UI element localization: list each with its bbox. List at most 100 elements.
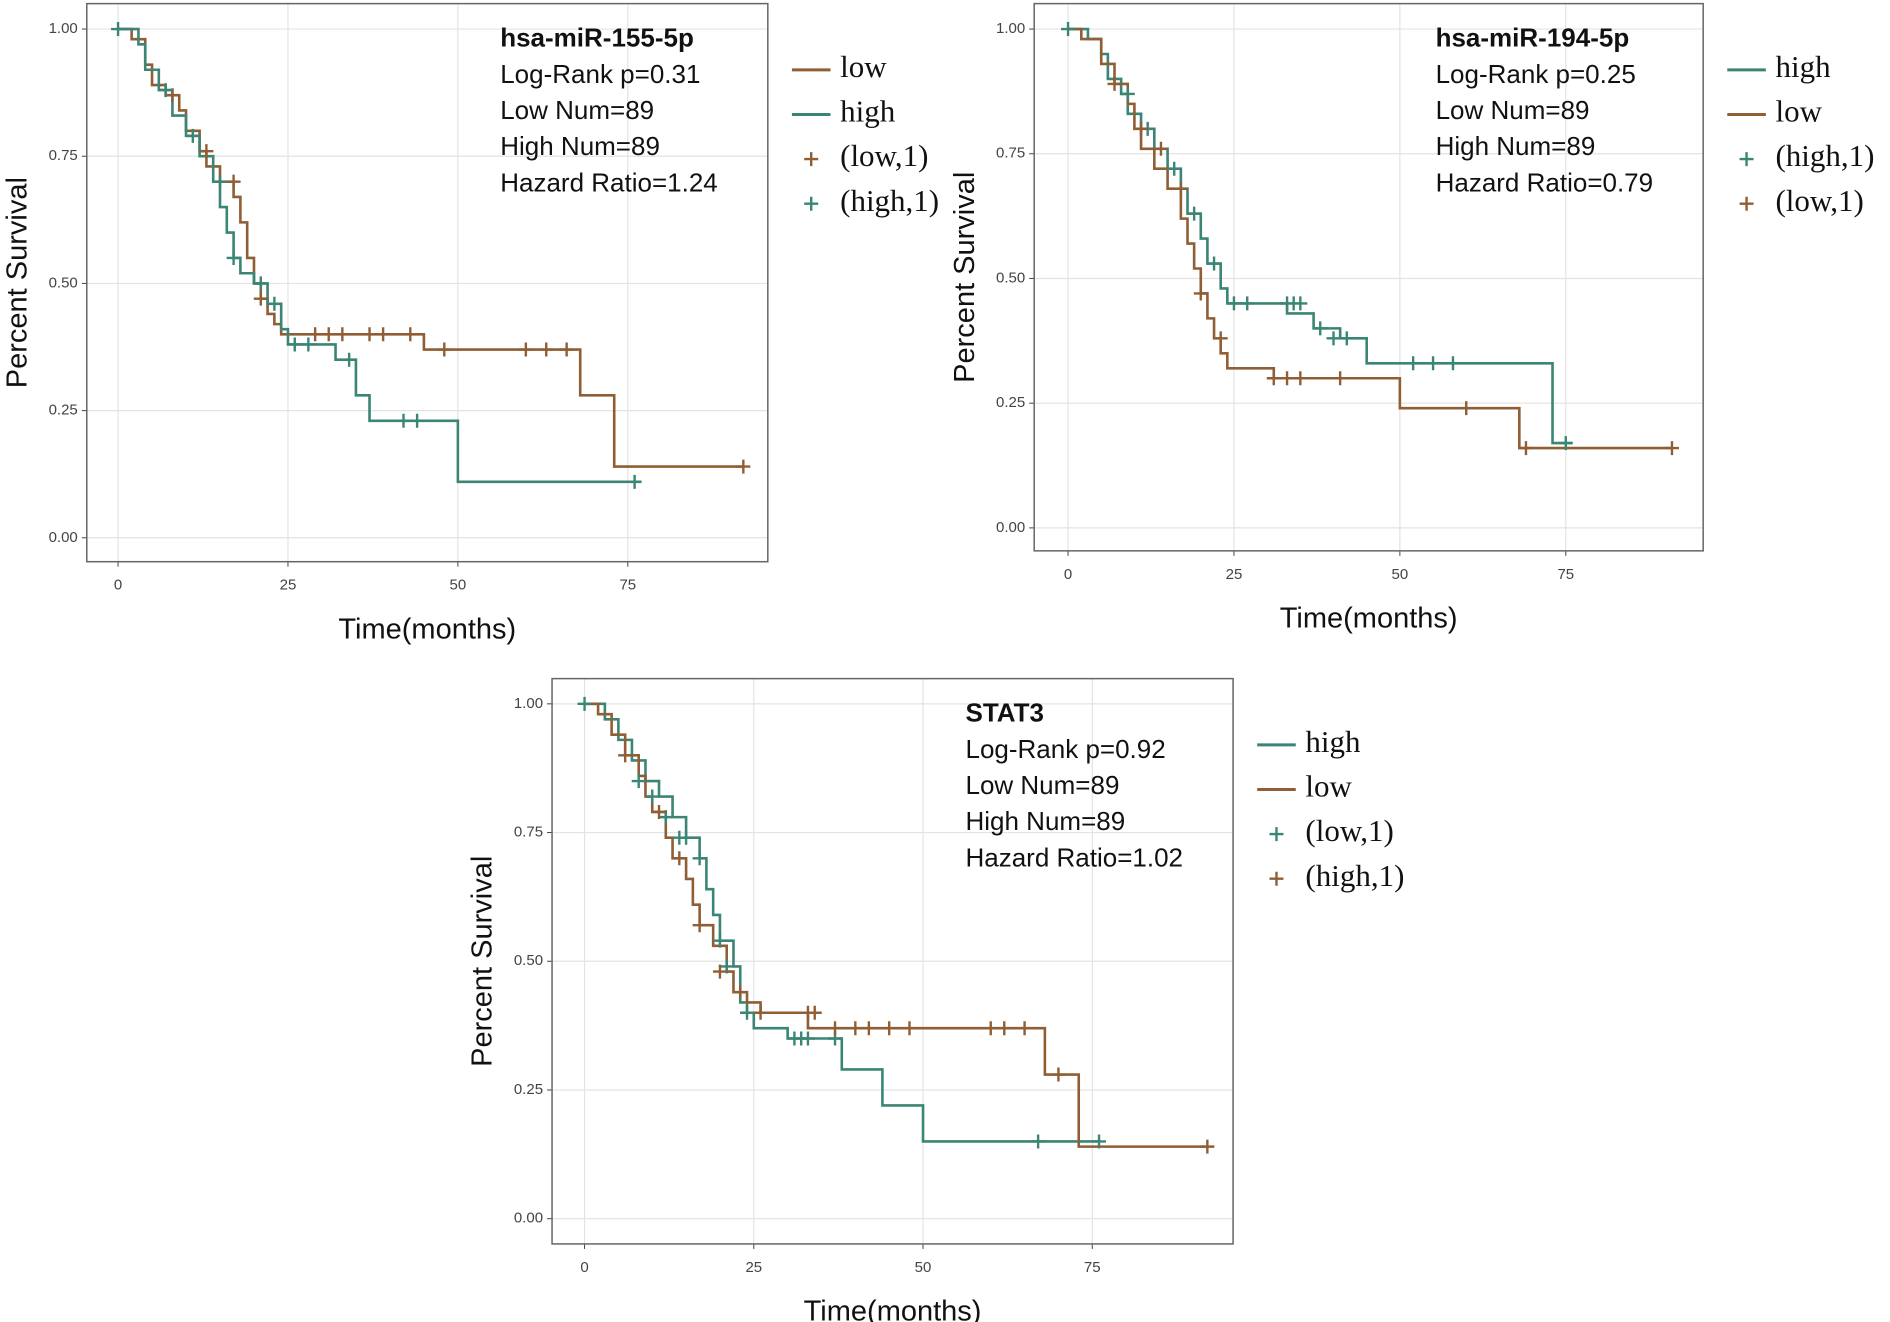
annotation: High Num=89 (965, 806, 1125, 836)
censor-mark (1017, 1021, 1032, 1036)
censor-mark (1664, 441, 1679, 456)
x-tick-label: 75 (619, 577, 636, 594)
censor-mark (213, 174, 228, 189)
censor-mark (848, 1021, 863, 1036)
annotation: Low Num=89 (500, 95, 654, 125)
censor-mark (253, 276, 268, 291)
censor-mark (111, 22, 126, 37)
x-tick-label: 0 (1064, 566, 1072, 583)
y-tick-label: 0.00 (49, 529, 78, 546)
legend-label: (low,1) (1775, 183, 1863, 218)
censor-mark (1280, 371, 1295, 386)
censor-mark (158, 83, 173, 98)
censor-mark (1266, 371, 1281, 386)
y-tick-label: 0.25 (49, 402, 78, 419)
annotation: High Num=89 (500, 131, 660, 161)
annotation: High Num=89 (1436, 131, 1596, 161)
plot-frame (1033, 2, 1704, 552)
censor-mark (861, 1021, 876, 1036)
censor-mark (645, 789, 660, 804)
x-tick-label: 25 (1226, 566, 1243, 583)
chart-title: hsa-miR-155-5p (500, 23, 694, 53)
y-tick-label: 0.25 (996, 394, 1025, 411)
x-tick-label: 0 (114, 577, 122, 594)
censor-mark (335, 327, 350, 342)
plot-frame (551, 677, 1234, 1245)
censor-mark (321, 327, 336, 342)
legend-swatch (1739, 152, 1754, 167)
annotation: Log-Rank p=0.92 (965, 734, 1165, 764)
censor-mark (1558, 436, 1573, 451)
censor-mark (1134, 121, 1149, 136)
legend-label: (high,1) (840, 183, 939, 218)
legend-swatch (1739, 196, 1754, 211)
chart-panel: 0.00 0.25 0.50 0.75 1.00 0 25 50 75 low high (low,1… (1, 2, 939, 645)
x-tick-label: 50 (1392, 566, 1409, 583)
censor-mark (692, 851, 707, 866)
x-tick-label: 75 (1557, 566, 1574, 583)
legend-swatch (804, 196, 819, 211)
x-tick-label: 25 (745, 1259, 762, 1276)
censor-mark (882, 1021, 897, 1036)
x-tick-label: 0 (580, 1259, 588, 1276)
annotation: Log-Rank p=0.31 (500, 59, 700, 89)
censor-mark (1213, 331, 1228, 346)
chart-panel: 0.00 0.25 0.50 0.75 1.00 0 25 50 75 high low (low,1… (467, 677, 1404, 1322)
plot-background (86, 3, 768, 562)
y-tick-label: 0.75 (49, 147, 78, 164)
chart-title: STAT3 (965, 698, 1043, 728)
censor-mark (997, 1021, 1012, 1036)
annotation: Low Num=89 (1436, 95, 1590, 125)
censor-mark (1406, 356, 1421, 371)
censor-mark (1333, 371, 1348, 386)
annotation: Hazard Ratio=1.02 (965, 842, 1183, 872)
censor-mark (362, 327, 377, 342)
censor-mark (1445, 356, 1460, 371)
y-axis-label: Percent Survival (467, 856, 499, 1067)
survival-curve (118, 27, 744, 468)
censor-mark (1313, 321, 1328, 336)
censor-mark (692, 918, 707, 933)
y-axis-label: Percent Survival (949, 172, 981, 383)
censor-mark (518, 342, 533, 357)
censor-mark (753, 1005, 768, 1020)
censor-mark (1200, 1139, 1215, 1154)
censor-mark (1193, 286, 1208, 301)
censor-mark (226, 174, 241, 189)
censor-mark (652, 804, 667, 819)
censor-mark (736, 459, 751, 474)
censor-mark (1061, 22, 1076, 37)
y-tick-label: 0.75 (996, 145, 1025, 162)
y-tick-label: 0.75 (514, 824, 543, 841)
censor-mark (253, 291, 268, 306)
censor-mark (740, 1005, 755, 1020)
censor-mark (267, 296, 282, 311)
censor-mark (308, 327, 323, 342)
censor-mark (627, 474, 642, 489)
censor-mark (1240, 296, 1255, 311)
x-axis-label: Time(months) (1280, 603, 1458, 635)
annotation: Log-Rank p=0.25 (1436, 59, 1636, 89)
censor-mark (679, 830, 694, 845)
censor-mark (1173, 181, 1188, 196)
x-axis-label: Time(months) (804, 1296, 982, 1322)
y-tick-label: 0.25 (514, 1081, 543, 1098)
censor-mark (1339, 331, 1354, 346)
y-tick-label: 0.50 (49, 274, 78, 291)
x-tick-label: 25 (280, 577, 297, 594)
plot-frame (86, 2, 769, 563)
censor-mark (577, 696, 592, 711)
y-tick-label: 1.00 (514, 695, 543, 712)
censor-mark (539, 342, 554, 357)
censor-mark (1207, 256, 1222, 271)
censor-mark (396, 413, 411, 428)
legend-label: high (840, 94, 896, 129)
legend-swatch (1269, 827, 1284, 842)
censor-mark (1426, 356, 1441, 371)
censor-mark (1459, 401, 1474, 416)
censor-mark (712, 964, 727, 979)
censor-mark (226, 250, 241, 265)
censor-mark (1120, 86, 1135, 101)
censor-mark (301, 337, 316, 352)
